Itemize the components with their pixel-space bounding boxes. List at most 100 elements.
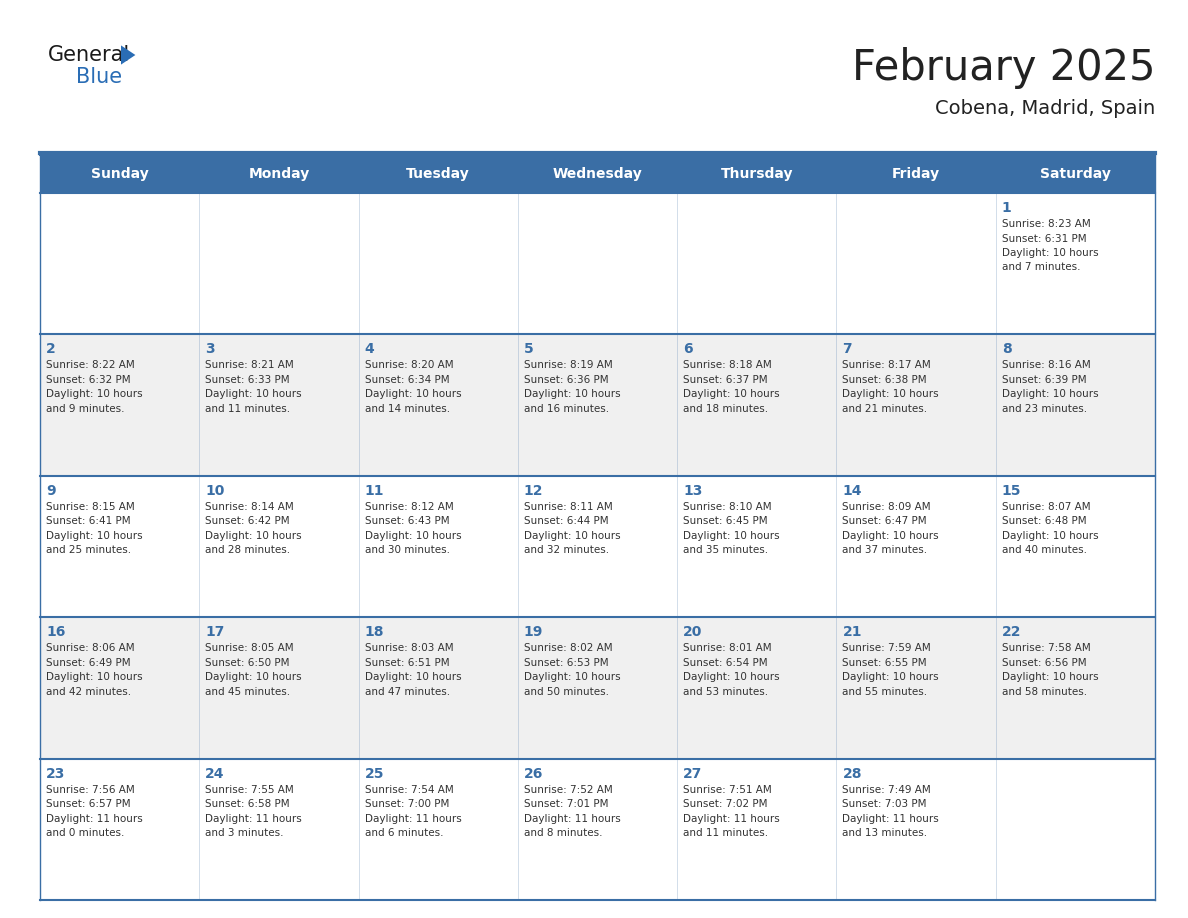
Text: Sunrise: 8:17 AM: Sunrise: 8:17 AM: [842, 361, 931, 370]
Text: Daylight: 10 hours: Daylight: 10 hours: [365, 389, 461, 399]
Text: 1: 1: [1001, 201, 1011, 215]
Text: Sunrise: 7:59 AM: Sunrise: 7:59 AM: [842, 644, 931, 654]
Bar: [40, 758, 1155, 900]
Text: Daylight: 10 hours: Daylight: 10 hours: [46, 672, 143, 682]
Text: Sunrise: 7:51 AM: Sunrise: 7:51 AM: [683, 785, 772, 795]
Text: 8: 8: [1001, 342, 1011, 356]
Text: Sunset: 6:47 PM: Sunset: 6:47 PM: [842, 516, 927, 526]
Text: Wednesday: Wednesday: [552, 167, 643, 181]
Text: Sunrise: 8:21 AM: Sunrise: 8:21 AM: [206, 361, 295, 370]
Text: Sunset: 6:31 PM: Sunset: 6:31 PM: [1001, 233, 1086, 243]
Text: 23: 23: [46, 767, 65, 780]
Text: Sunset: 6:38 PM: Sunset: 6:38 PM: [842, 375, 927, 385]
Text: and 11 minutes.: and 11 minutes.: [683, 828, 769, 838]
Text: Sunset: 6:33 PM: Sunset: 6:33 PM: [206, 375, 290, 385]
Text: Sunset: 7:00 PM: Sunset: 7:00 PM: [365, 799, 449, 809]
Text: 9: 9: [46, 484, 56, 498]
Text: Tuesday: Tuesday: [406, 167, 470, 181]
Text: General: General: [48, 45, 131, 65]
Text: and 42 minutes.: and 42 minutes.: [46, 687, 131, 697]
Text: 21: 21: [842, 625, 862, 639]
Text: 28: 28: [842, 767, 862, 780]
Text: Daylight: 10 hours: Daylight: 10 hours: [46, 389, 143, 399]
Text: Daylight: 10 hours: Daylight: 10 hours: [683, 531, 779, 541]
Text: Sunday: Sunday: [90, 167, 148, 181]
Text: Sunrise: 8:01 AM: Sunrise: 8:01 AM: [683, 644, 772, 654]
Text: and 7 minutes.: and 7 minutes.: [1001, 263, 1080, 273]
Text: Sunset: 6:36 PM: Sunset: 6:36 PM: [524, 375, 608, 385]
Text: Daylight: 10 hours: Daylight: 10 hours: [1001, 248, 1099, 258]
Text: Sunset: 6:44 PM: Sunset: 6:44 PM: [524, 516, 608, 526]
Text: 24: 24: [206, 767, 225, 780]
Text: Sunrise: 8:23 AM: Sunrise: 8:23 AM: [1001, 219, 1091, 229]
Text: 17: 17: [206, 625, 225, 639]
Text: 2: 2: [46, 342, 56, 356]
Text: Daylight: 10 hours: Daylight: 10 hours: [1001, 531, 1099, 541]
Text: Daylight: 10 hours: Daylight: 10 hours: [46, 531, 143, 541]
Bar: [40, 155, 1155, 193]
Text: 3: 3: [206, 342, 215, 356]
Text: 10: 10: [206, 484, 225, 498]
Text: and 16 minutes.: and 16 minutes.: [524, 404, 609, 414]
Text: and 3 minutes.: and 3 minutes.: [206, 828, 284, 838]
Text: Sunset: 6:50 PM: Sunset: 6:50 PM: [206, 657, 290, 667]
Text: Saturday: Saturday: [1040, 167, 1111, 181]
Text: Daylight: 10 hours: Daylight: 10 hours: [683, 672, 779, 682]
Text: Sunset: 6:32 PM: Sunset: 6:32 PM: [46, 375, 131, 385]
Text: Sunrise: 8:06 AM: Sunrise: 8:06 AM: [46, 644, 134, 654]
Text: Sunset: 6:43 PM: Sunset: 6:43 PM: [365, 516, 449, 526]
Text: Daylight: 11 hours: Daylight: 11 hours: [206, 813, 302, 823]
Text: 25: 25: [365, 767, 384, 780]
Text: Monday: Monday: [248, 167, 310, 181]
Text: Daylight: 10 hours: Daylight: 10 hours: [206, 389, 302, 399]
Text: and 11 minutes.: and 11 minutes.: [206, 404, 290, 414]
Text: Daylight: 11 hours: Daylight: 11 hours: [683, 813, 779, 823]
Text: 26: 26: [524, 767, 543, 780]
Bar: [40, 193, 1155, 334]
Text: Sunrise: 7:52 AM: Sunrise: 7:52 AM: [524, 785, 613, 795]
Text: Daylight: 11 hours: Daylight: 11 hours: [46, 813, 143, 823]
Text: and 37 minutes.: and 37 minutes.: [842, 545, 928, 555]
Text: 14: 14: [842, 484, 862, 498]
Text: Sunrise: 7:49 AM: Sunrise: 7:49 AM: [842, 785, 931, 795]
Text: Daylight: 10 hours: Daylight: 10 hours: [524, 672, 620, 682]
Text: Sunrise: 8:09 AM: Sunrise: 8:09 AM: [842, 502, 931, 512]
Text: Sunrise: 8:22 AM: Sunrise: 8:22 AM: [46, 361, 134, 370]
Text: and 28 minutes.: and 28 minutes.: [206, 545, 290, 555]
Text: Sunrise: 8:15 AM: Sunrise: 8:15 AM: [46, 502, 134, 512]
Text: and 50 minutes.: and 50 minutes.: [524, 687, 609, 697]
Text: Daylight: 10 hours: Daylight: 10 hours: [365, 672, 461, 682]
Text: Sunset: 6:34 PM: Sunset: 6:34 PM: [365, 375, 449, 385]
Text: Daylight: 10 hours: Daylight: 10 hours: [524, 389, 620, 399]
Text: and 6 minutes.: and 6 minutes.: [365, 828, 443, 838]
Text: Sunset: 6:42 PM: Sunset: 6:42 PM: [206, 516, 290, 526]
Text: Sunrise: 8:12 AM: Sunrise: 8:12 AM: [365, 502, 454, 512]
Text: and 14 minutes.: and 14 minutes.: [365, 404, 450, 414]
Text: Sunset: 6:54 PM: Sunset: 6:54 PM: [683, 657, 767, 667]
Text: Daylight: 10 hours: Daylight: 10 hours: [1001, 389, 1099, 399]
Bar: [40, 476, 1155, 617]
Text: Daylight: 10 hours: Daylight: 10 hours: [1001, 672, 1099, 682]
Text: Sunrise: 8:16 AM: Sunrise: 8:16 AM: [1001, 361, 1091, 370]
Text: Daylight: 11 hours: Daylight: 11 hours: [524, 813, 620, 823]
Text: Daylight: 10 hours: Daylight: 10 hours: [683, 389, 779, 399]
Text: 11: 11: [365, 484, 384, 498]
Text: Sunrise: 8:07 AM: Sunrise: 8:07 AM: [1001, 502, 1091, 512]
Text: Sunset: 6:55 PM: Sunset: 6:55 PM: [842, 657, 927, 667]
Text: and 23 minutes.: and 23 minutes.: [1001, 404, 1087, 414]
Text: and 8 minutes.: and 8 minutes.: [524, 828, 602, 838]
Text: 19: 19: [524, 625, 543, 639]
Text: Daylight: 10 hours: Daylight: 10 hours: [842, 531, 939, 541]
Text: Sunset: 7:03 PM: Sunset: 7:03 PM: [842, 799, 927, 809]
Polygon shape: [121, 45, 135, 64]
Text: 12: 12: [524, 484, 543, 498]
Text: Sunset: 6:58 PM: Sunset: 6:58 PM: [206, 799, 290, 809]
Text: Sunset: 6:56 PM: Sunset: 6:56 PM: [1001, 657, 1086, 667]
Text: and 25 minutes.: and 25 minutes.: [46, 545, 131, 555]
Text: and 21 minutes.: and 21 minutes.: [842, 404, 928, 414]
Text: 18: 18: [365, 625, 384, 639]
Text: Daylight: 10 hours: Daylight: 10 hours: [206, 672, 302, 682]
Text: Sunset: 6:53 PM: Sunset: 6:53 PM: [524, 657, 608, 667]
Text: Sunrise: 7:58 AM: Sunrise: 7:58 AM: [1001, 644, 1091, 654]
Text: and 45 minutes.: and 45 minutes.: [206, 687, 290, 697]
